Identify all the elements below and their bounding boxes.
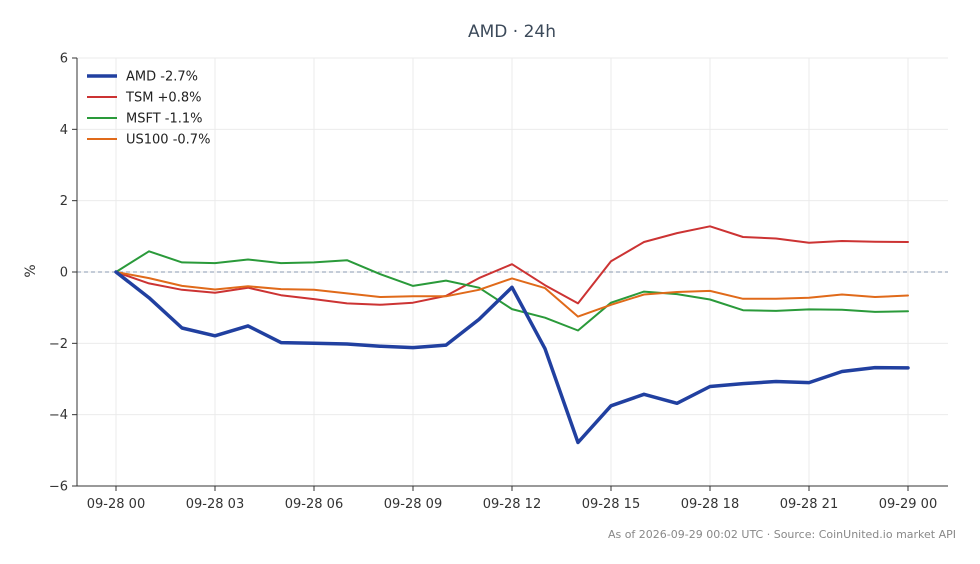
- x-tick-label: 09-28 18: [681, 497, 739, 512]
- x-tick-label: 09-28 00: [87, 497, 145, 512]
- x-tick-label: 09-28 15: [582, 497, 640, 512]
- legend-label-3: US100 -0.7%: [126, 133, 210, 148]
- x-tick-label: 09-28 06: [285, 497, 343, 512]
- series-line-0: [114, 270, 910, 445]
- y-tick-label: −4: [49, 408, 68, 423]
- y-tick-label: −6: [49, 480, 68, 495]
- x-tick-label: 09-28 12: [483, 497, 541, 512]
- chart-title: AMD · 24h: [468, 22, 556, 42]
- x-tick-label: 09-28 09: [384, 497, 442, 512]
- y-tick-label: 4: [60, 123, 68, 138]
- legend-label-0: AMD -2.7%: [126, 70, 198, 85]
- y-tick-label: −2: [49, 337, 68, 352]
- legend: AMD -2.7% TSM +0.8% MSFT -1.1% US100 -0.7%: [87, 70, 210, 148]
- series-lines: [114, 225, 910, 445]
- y-tick-label: 2: [60, 194, 68, 209]
- series-line-3: [115, 271, 909, 318]
- x-tick-label: 09-28 21: [780, 497, 838, 512]
- grid: [77, 57, 948, 487]
- x-tick-label: 09-28 03: [186, 497, 244, 512]
- x-tick-label: 09-29 00: [879, 497, 937, 512]
- legend-label-2: MSFT -1.1%: [126, 112, 203, 127]
- y-tick-label: 6: [60, 52, 68, 67]
- series-line-2: [115, 250, 909, 332]
- series-line-1: [115, 225, 909, 306]
- y-axis-label: %: [23, 264, 39, 277]
- axes: −6 −4 −2 0 2 4 6 09-28 00 09-28 03 09-28 06 09-28 …: [49, 52, 948, 512]
- y-tick-label: 0: [60, 266, 68, 281]
- legend-label-1: TSM +0.8%: [125, 91, 201, 106]
- source-footer: As of 2026-09-29 00:02 UTC · Source: Coi…: [608, 528, 956, 541]
